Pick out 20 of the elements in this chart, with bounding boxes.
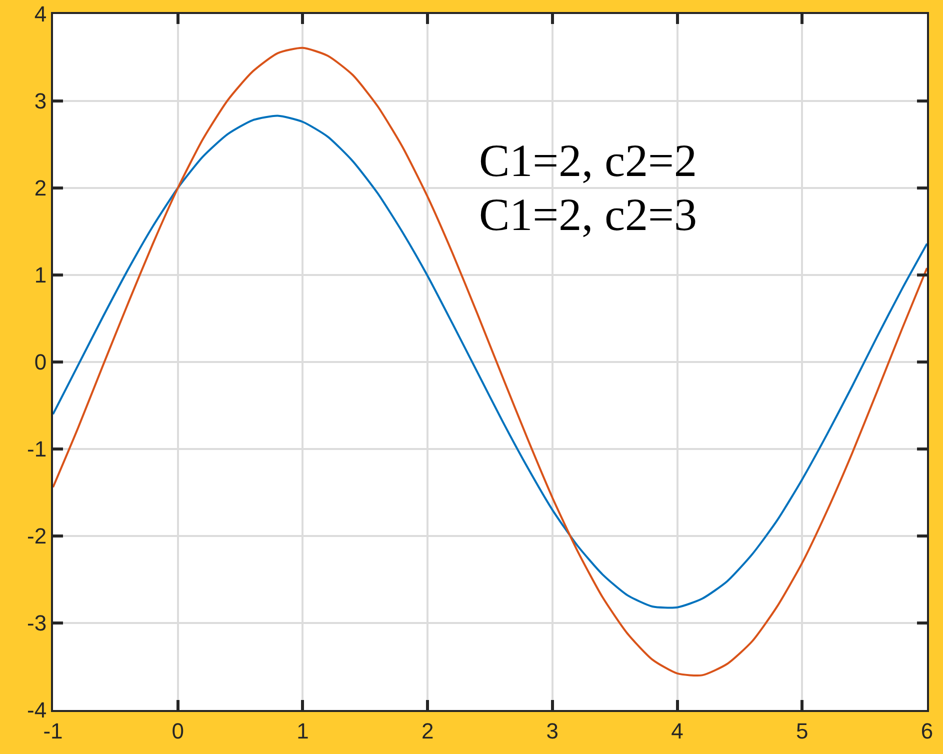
- x-tick-label: 3: [546, 718, 559, 744]
- annotation: C1=2, c2=3: [479, 189, 697, 240]
- y-tick-label: 0: [34, 350, 47, 375]
- x-tick-label: 6: [920, 718, 934, 744]
- x-tick-label: 5: [796, 718, 808, 744]
- line-series: [53, 46, 927, 676]
- x-tick-label: 0: [172, 718, 184, 744]
- y-tick-label: -3: [27, 610, 47, 636]
- y-tick-label: -4: [27, 698, 47, 723]
- x-tick-label: 1: [296, 718, 309, 744]
- x-tick-label: 2: [421, 718, 434, 744]
- y-tick-label: 1: [34, 262, 47, 288]
- x-tick-label: 4: [671, 718, 684, 744]
- line-series: [53, 114, 927, 609]
- annotation: C1=2, c2=2: [479, 135, 697, 186]
- y-tick-label: 3: [34, 88, 47, 114]
- y-tick-label: -2: [27, 524, 47, 549]
- y-tick-label: -1: [27, 436, 47, 462]
- y-tick-label: 2: [34, 176, 47, 201]
- y-tick-label: 4: [34, 2, 47, 27]
